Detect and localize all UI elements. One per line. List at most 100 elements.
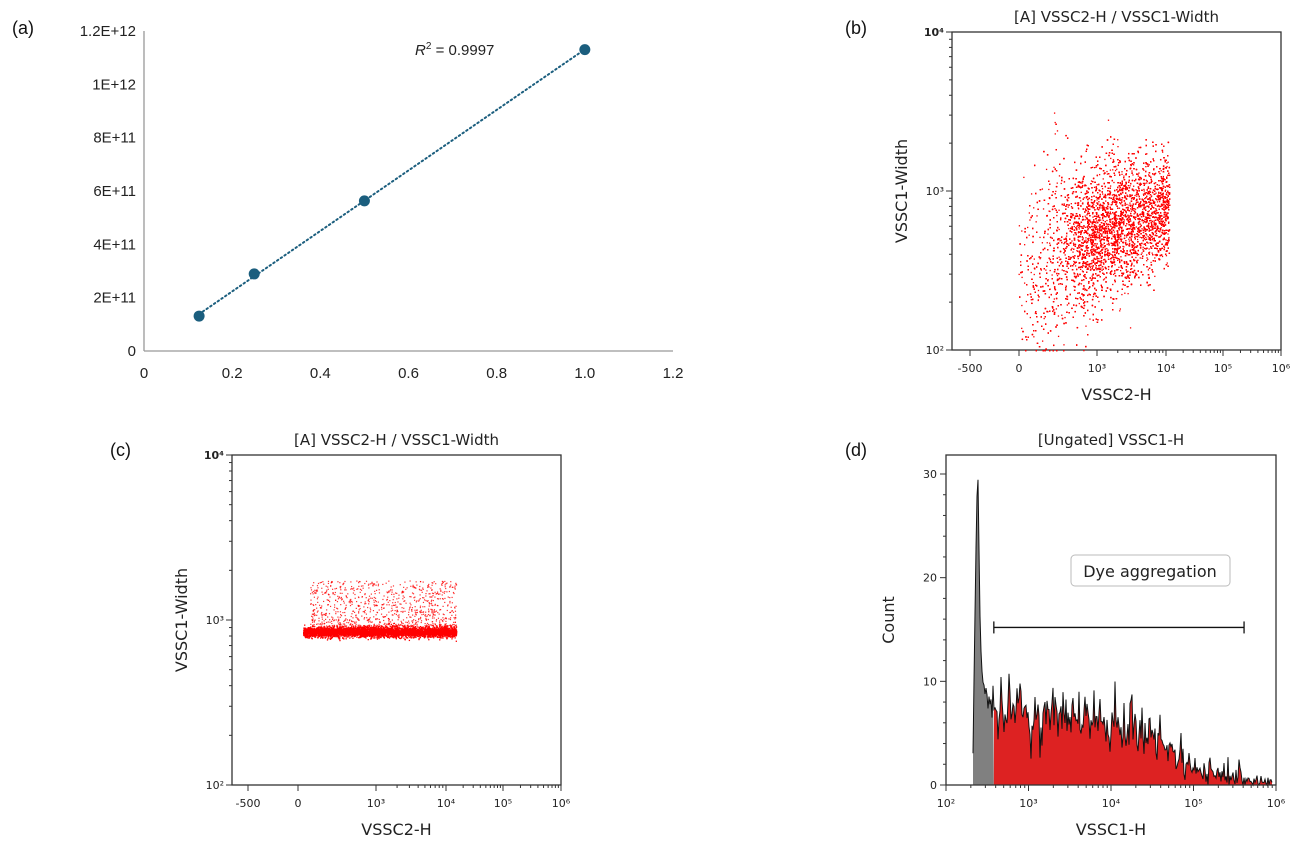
event-dot <box>1106 243 1108 246</box>
event-dot <box>1085 216 1087 219</box>
event-dot <box>1051 262 1053 264</box>
event-dot <box>1107 239 1109 241</box>
event-dot <box>1092 216 1094 218</box>
event-dot <box>1041 340 1044 342</box>
event-dot <box>1141 228 1143 230</box>
event-dot <box>1089 318 1091 320</box>
event-dot <box>1142 234 1144 237</box>
event-dot <box>1070 206 1073 208</box>
event-dot <box>1093 186 1096 189</box>
event-dot <box>1147 235 1149 238</box>
event-dot <box>1057 315 1060 317</box>
event-dots <box>1018 112 1171 352</box>
event-dot <box>1097 236 1100 239</box>
event-dot <box>1029 219 1031 221</box>
event-dot <box>1073 285 1075 288</box>
event-dot <box>1095 166 1097 168</box>
event-dot <box>1135 256 1137 259</box>
event-dot <box>1040 269 1043 271</box>
y-tick-label: 10² <box>926 344 944 357</box>
event-dot <box>1134 208 1137 210</box>
event-dot <box>1073 260 1075 263</box>
event-dot <box>1077 250 1079 253</box>
event-dot <box>1138 223 1140 225</box>
data-point <box>579 44 591 56</box>
event-dot <box>1055 190 1057 193</box>
event-dot <box>1048 242 1051 244</box>
event-dot <box>1150 236 1152 239</box>
event-dot <box>1120 256 1122 258</box>
event-dot <box>1116 168 1118 170</box>
event-dot <box>1098 231 1100 233</box>
event-dot <box>1102 244 1104 246</box>
event-dot <box>1144 197 1146 200</box>
event-dot <box>1071 240 1073 242</box>
event-dot <box>1036 215 1038 217</box>
event-dot <box>1109 224 1111 226</box>
event-dot <box>1132 185 1135 187</box>
event-dot <box>1098 173 1101 176</box>
event-dot <box>1121 173 1123 176</box>
event-dot <box>1084 219 1086 221</box>
event-dot <box>1090 243 1093 245</box>
event-dot <box>1130 164 1132 166</box>
event-dot <box>1111 194 1114 196</box>
event-dot <box>1102 178 1104 180</box>
event-dot <box>1099 268 1102 271</box>
event-dot <box>1081 266 1083 268</box>
event-dot <box>1037 289 1040 292</box>
event-dot <box>1106 239 1108 242</box>
event-dot <box>1130 210 1132 212</box>
event-dot <box>1101 188 1104 190</box>
event-dot <box>1106 233 1109 235</box>
event-dot <box>1055 308 1058 310</box>
event-dot <box>1164 190 1166 192</box>
event-dot <box>1127 219 1129 221</box>
event-dot <box>1158 218 1161 221</box>
event-dot <box>1059 240 1061 242</box>
event-dot <box>1092 250 1094 252</box>
event-dot <box>1161 223 1163 226</box>
event-dot <box>1130 208 1132 210</box>
event-dot <box>1125 241 1127 244</box>
event-dot <box>1096 243 1098 245</box>
event-dot <box>1118 258 1121 261</box>
event-dot <box>1166 192 1168 194</box>
event-dot <box>1097 215 1100 217</box>
event-dot <box>1087 229 1089 231</box>
event-dot <box>1158 216 1160 218</box>
event-dot <box>1048 188 1050 191</box>
event-dot <box>1110 157 1112 160</box>
event-dot <box>1092 295 1094 298</box>
event-dot <box>1080 191 1082 194</box>
event-dot <box>1165 239 1167 241</box>
event-dot <box>1142 193 1145 195</box>
event-dot <box>1127 285 1129 288</box>
event-dot <box>1159 172 1161 175</box>
event-dot <box>1128 243 1131 245</box>
event-dot <box>1116 198 1118 201</box>
event-dot <box>1021 230 1023 232</box>
event-dot <box>1104 254 1106 256</box>
event-dot <box>1164 216 1166 218</box>
event-dot <box>1124 252 1127 255</box>
event-dot <box>1142 248 1144 251</box>
event-dot <box>1053 298 1055 300</box>
event-dot <box>1155 208 1157 210</box>
event-dot <box>1101 234 1103 236</box>
event-dot <box>1027 226 1029 229</box>
event-dot <box>1123 219 1125 221</box>
event-dot <box>1128 238 1130 240</box>
event-dot <box>1083 287 1085 289</box>
event-dot <box>1127 208 1129 210</box>
event-dot <box>1152 237 1154 240</box>
event-dot <box>1111 222 1113 225</box>
event-dot <box>1162 201 1165 203</box>
event-dot <box>1054 133 1056 135</box>
event-dot <box>1049 288 1051 290</box>
event-dot <box>1147 174 1150 176</box>
event-dot <box>1151 252 1153 254</box>
event-dot <box>1153 168 1155 170</box>
event-dot <box>1085 197 1088 199</box>
event-dot <box>1076 202 1079 204</box>
